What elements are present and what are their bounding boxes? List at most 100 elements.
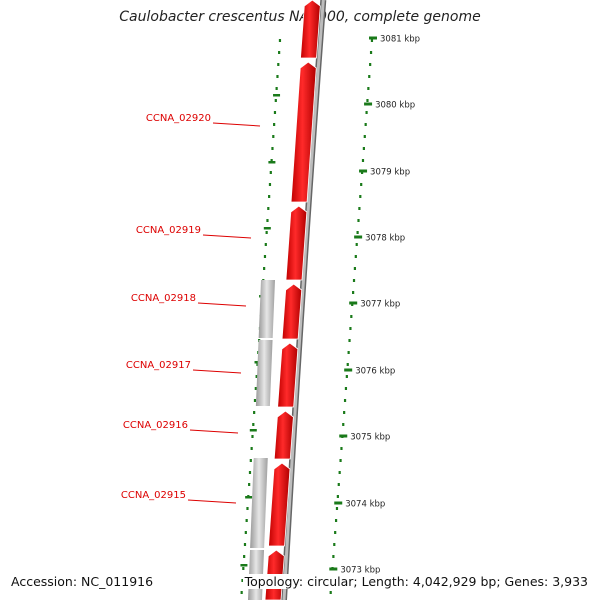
outer-ruler-ticks (329, 39, 374, 594)
inner-ruler-tick (268, 183, 272, 186)
outer-ruler-tick (363, 135, 366, 138)
gene-label-leader (197, 302, 247, 307)
outer-ruler-tick (335, 507, 339, 510)
inner-ruler-tick (273, 123, 276, 126)
scale-tick-label: 3075 kbp (350, 433, 390, 443)
gene-arrow (285, 205, 308, 281)
outer-ruler-tick (334, 519, 338, 522)
outer-ruler-tick (355, 243, 358, 246)
inner-ruler-tick (243, 543, 247, 546)
outer-ruler-major-tick (339, 434, 348, 438)
inner-ruler-tick (275, 87, 278, 90)
inner-ruler-tick (255, 375, 258, 378)
inner-ruler-major-tick (263, 227, 271, 230)
inner-ruler-tick (249, 459, 252, 462)
inner-ruler-tick (271, 147, 274, 150)
outer-ruler-major-tick (334, 501, 343, 505)
outer-ruler-tick (366, 99, 369, 102)
outer-ruler-major-tick (329, 567, 338, 571)
gene-arrow (290, 61, 317, 203)
inner-ruler-tick (276, 75, 279, 78)
gene-label: CCNA_02917 (126, 360, 191, 371)
scale-tick-label: 3081 kbp (380, 35, 420, 45)
gene-label-leader (187, 499, 237, 504)
inner-ruler-tick (252, 423, 255, 426)
inner-ruler-tick (268, 195, 271, 198)
gene-arrow (268, 462, 291, 547)
scale-tick-label: 3074 kbp (345, 500, 385, 510)
inner-ruler-tick (273, 111, 277, 114)
outer-ruler-major-tick (369, 36, 377, 40)
inner-ruler-tick (245, 519, 248, 522)
inner-ruler-tick (278, 39, 282, 42)
gene-label: CCNA_02920 (146, 113, 211, 124)
outer-ruler-tick (343, 411, 346, 414)
outer-ruler-tick (356, 231, 359, 234)
inner-ruler-major-tick (249, 429, 257, 432)
inner-ruler-tick (278, 51, 281, 54)
gene-label-leader (189, 429, 239, 434)
gene-label: CCNA_02918 (131, 293, 196, 304)
inner-ruler-tick (256, 363, 259, 366)
inner-ruler-major-tick (268, 161, 276, 164)
gene-label: CCNA_02915 (121, 490, 186, 501)
gene-label: CCNA_02919 (136, 225, 201, 236)
scale-tick-label: 3073 kbp (340, 566, 380, 576)
inner-ruler-tick (254, 387, 257, 390)
inner-ruler-tick (244, 531, 247, 534)
gene-arrow (281, 283, 303, 340)
outer-ruler-tick (353, 267, 357, 270)
scale-tick-label: 3079 kbp (370, 168, 410, 178)
accession-text: Accession: NC_011916 (9, 574, 156, 589)
scale-tick-label: 3076 kbp (355, 367, 395, 377)
outer-ruler-tick (354, 255, 357, 258)
outer-ruler-tick (369, 63, 372, 66)
outer-ruler-tick (329, 591, 332, 594)
gene-arrow (277, 342, 299, 408)
inner-ruler-major-tick (245, 496, 253, 499)
topology-summary-text: Topology: circular; Length: 4,042,929 bp… (242, 574, 590, 589)
map-title: Caulobacter crescentus NA1000, complete … (119, 9, 481, 25)
outer-ruler-tick (369, 51, 373, 54)
outer-ruler-tick (345, 375, 348, 378)
outer-ruler-tick (370, 39, 374, 42)
scale-tick-label: 3077 kbp (360, 300, 400, 310)
inner-ruler-tick (253, 411, 256, 414)
inner-ruler-major-tick (273, 94, 281, 97)
gene-label: CCNA_02916 (123, 420, 188, 431)
inner-ruler-tick (253, 399, 257, 402)
genome-backbone (281, 0, 327, 600)
outer-ruler-tick (347, 351, 350, 354)
gene-label-leader (202, 234, 252, 239)
inner-ruler-tick (263, 255, 267, 258)
outer-ruler-tick (350, 315, 353, 318)
inner-ruler-tick (240, 591, 243, 594)
inner-ruler-tick (267, 207, 270, 210)
outer-ruler-tick (367, 87, 370, 90)
outer-ruler-tick (365, 111, 368, 114)
inner-ruler-tick (263, 267, 266, 270)
outer-ruler-major-tick (349, 301, 358, 305)
outer-ruler-tick (368, 75, 371, 78)
outer-ruler-major-tick (354, 235, 363, 239)
outer-ruler-tick (358, 207, 361, 210)
inner-ruler-tick (277, 63, 280, 66)
outer-ruler-tick (348, 339, 351, 342)
grey-feature-track (248, 280, 275, 600)
gene-label-group: CCNA_02920 CCNA_02919 CCNA_02918 CCNA_02917… (121, 113, 261, 504)
inner-ruler-tick (243, 555, 246, 558)
grey-feature-block (255, 340, 273, 406)
outer-ruler-tick (338, 471, 341, 474)
gene-arrow (300, 0, 321, 59)
outer-ruler-tick (359, 195, 362, 198)
scale-tick-label: 3080 kbp (375, 101, 415, 111)
outer-ruler-tick (357, 219, 360, 222)
outer-ruler-tick (362, 147, 365, 150)
outer-ruler-tick (346, 363, 349, 366)
inner-ruler-tick (248, 483, 251, 486)
grey-feature-block (250, 458, 268, 548)
outer-ruler-tick (364, 123, 367, 126)
outer-ruler-tick (344, 387, 348, 390)
